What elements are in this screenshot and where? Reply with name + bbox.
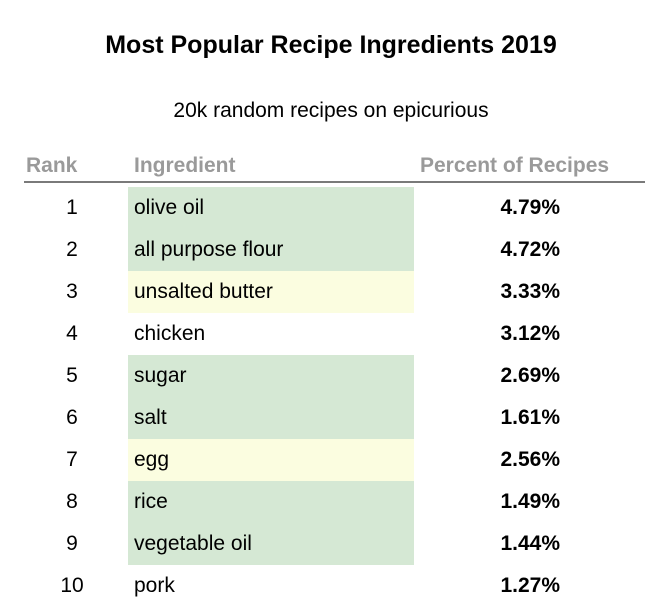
rank-cell: 5: [66, 364, 78, 387]
ingredient-cell: egg: [134, 448, 170, 471]
rank-cell: 2: [66, 238, 78, 261]
table-row: 4 chicken 3.12%: [0, 313, 668, 355]
table-row: 10 pork 1.27%: [0, 565, 668, 607]
ingredient-highlight: [128, 481, 414, 523]
rank-cell: 8: [66, 490, 78, 513]
percent-cell: 3.12%: [500, 322, 560, 345]
percent-cell: 1.49%: [500, 490, 560, 513]
rank-cell: 6: [66, 406, 78, 429]
table-row: 5 sugar 2.69%: [0, 355, 668, 397]
table-row: 6 salt 1.61%: [0, 397, 668, 439]
rank-cell: 1: [66, 196, 78, 219]
ingredient-cell: sugar: [134, 364, 187, 387]
table-row: 2 all purpose flour 4.72%: [0, 229, 668, 271]
ingredient-cell: chicken: [134, 322, 206, 345]
percent-cell: 1.61%: [500, 406, 560, 429]
ingredient-highlight: [128, 187, 414, 229]
rank-cell: 3: [66, 280, 78, 303]
ingredient-cell: olive oil: [134, 196, 205, 219]
percent-cell: 3.33%: [500, 280, 560, 303]
column-header-percent: Percent of Recipes: [420, 154, 610, 177]
percent-cell: 4.79%: [500, 196, 560, 219]
ingredient-highlight: [128, 439, 414, 481]
table-row: 8 rice 1.49%: [0, 481, 668, 523]
percent-cell: 2.69%: [500, 364, 560, 387]
ingredient-cell: unsalted butter: [134, 280, 273, 303]
table-row: 3 unsalted butter 3.33%: [0, 271, 668, 313]
ingredient-cell: vegetable oil: [134, 532, 252, 555]
ingredient-highlight: [128, 271, 414, 313]
ingredient-cell: all purpose flour: [134, 238, 284, 261]
header-divider: [24, 181, 645, 183]
chart-title: Most Popular Recipe Ingredients 2019: [105, 31, 557, 59]
chart-subtitle: 20k random recipes on epicurious: [173, 99, 489, 122]
table-row: 9 vegetable oil 1.44%: [0, 523, 668, 565]
percent-cell: 1.44%: [500, 532, 560, 555]
percent-cell: 2.56%: [500, 448, 560, 471]
table-body: 1 olive oil 4.79% 2 all purpose flour 4.72% 3 u…: [0, 187, 668, 607]
percent-cell: 4.72%: [500, 238, 560, 261]
table-row: 1 olive oil 4.79%: [0, 187, 668, 229]
ingredient-cell: salt: [134, 406, 167, 429]
ingredient-highlight: [128, 229, 414, 271]
table-row: 7 egg 2.56%: [0, 439, 668, 481]
percent-cell: 1.27%: [500, 574, 560, 597]
rank-cell: 9: [66, 532, 78, 555]
column-header-ingredient: Ingredient: [134, 154, 236, 177]
ingredient-highlight: [128, 313, 414, 355]
rank-cell: 10: [60, 574, 84, 597]
ingredient-highlight: [128, 523, 414, 565]
ingredient-cell: rice: [134, 490, 168, 513]
ingredient-highlight: [128, 355, 414, 397]
rank-cell: 7: [66, 448, 78, 471]
ingredient-cell: pork: [134, 574, 175, 597]
column-header-rank: Rank: [26, 154, 78, 177]
rank-cell: 4: [66, 322, 78, 345]
ingredient-highlight: [128, 397, 414, 439]
